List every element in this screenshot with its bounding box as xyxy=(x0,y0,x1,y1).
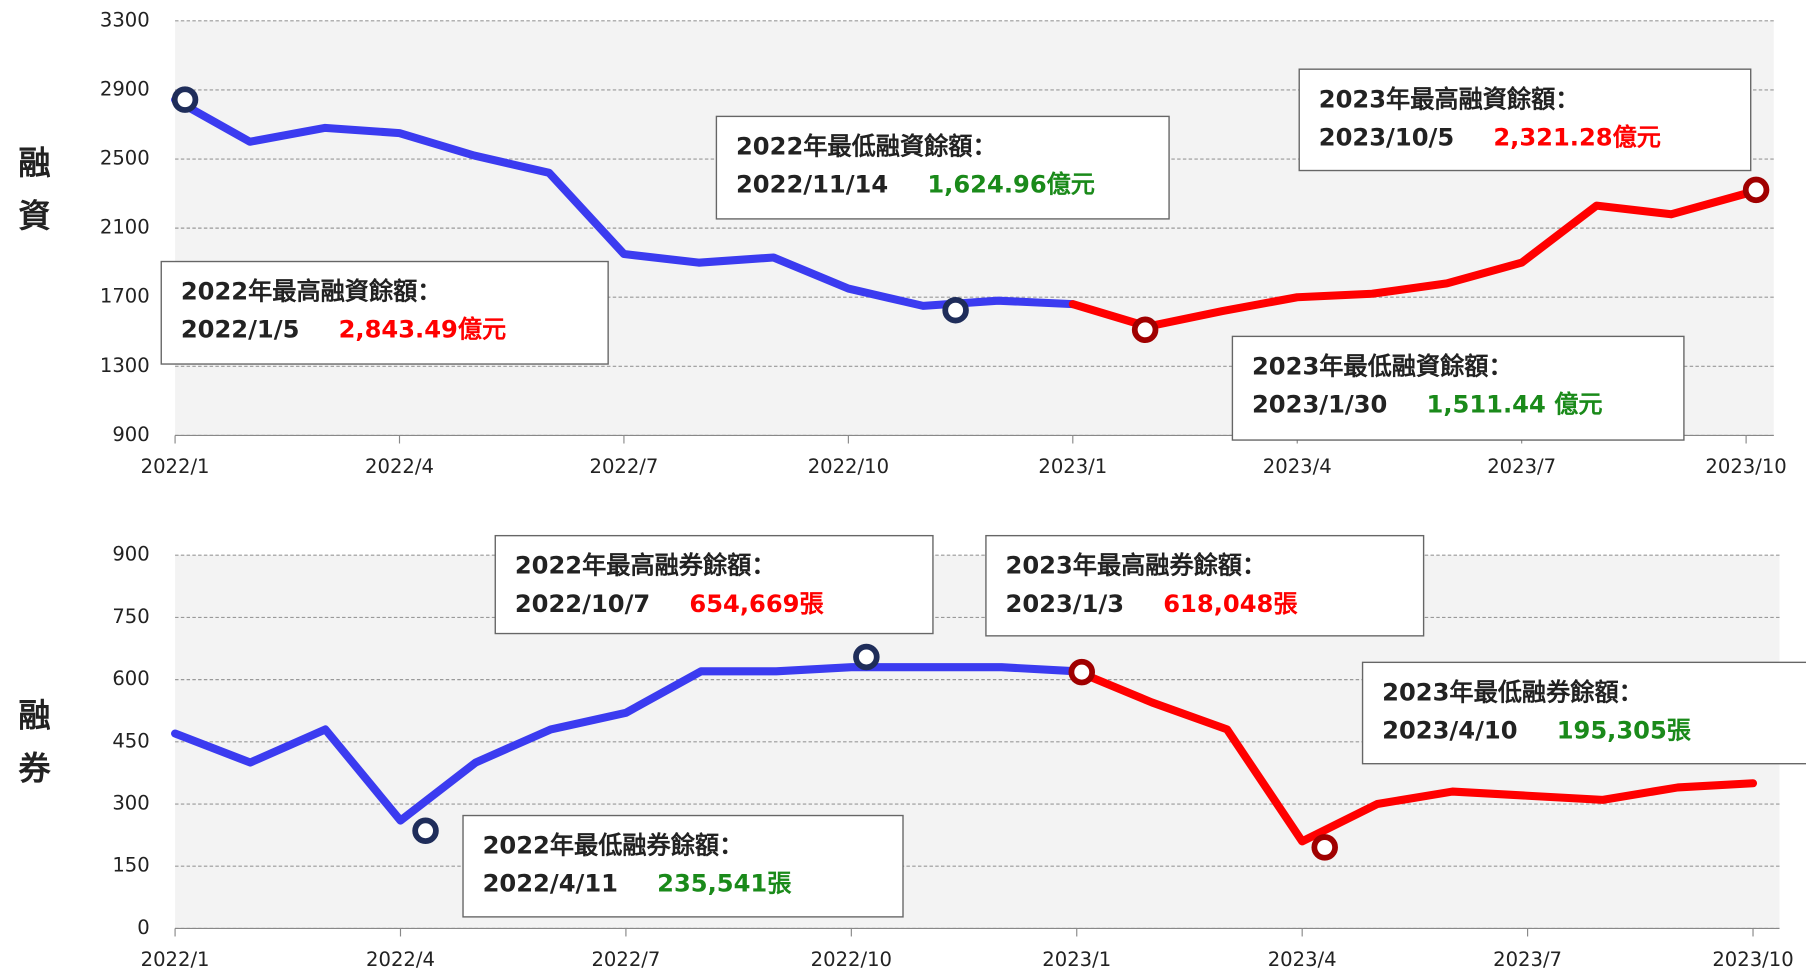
y-tick-label: 450 xyxy=(112,729,149,752)
y-tick-label: 3300 xyxy=(100,8,150,31)
annotation-amount: 2,843.49億元 xyxy=(339,316,507,344)
x-tick-label: 2022/4 xyxy=(366,948,435,971)
x-tick-label: 2022/1 xyxy=(141,948,210,971)
annotation-title: 2022年最高融資餘額： xyxy=(181,278,442,306)
annotation-box xyxy=(494,534,934,635)
x-tick-label: 2023/1 xyxy=(1038,455,1107,478)
annotation-amount: 2,321.28億元 xyxy=(1493,123,1661,151)
annotation-title: 2022年最高融券餘額： xyxy=(515,552,776,580)
annotation-title: 2023年最低融券餘額： xyxy=(1382,678,1643,706)
annotation-title: 2023年最低融資餘額： xyxy=(1252,352,1513,380)
annotation-date: 2022/10/7 xyxy=(515,590,650,618)
annotation-title: 2022年最低融資餘額： xyxy=(736,132,997,160)
x-tick-label: 2022/1 xyxy=(141,455,210,478)
line-series xyxy=(1068,189,1751,331)
annotation-amount: 654,669張 xyxy=(689,590,824,618)
y-axis-label: 融券 xyxy=(18,697,51,788)
annotation-box xyxy=(462,814,904,918)
y-axis-label-char: 資 xyxy=(18,197,50,235)
annotation-date: 2022/1/5 xyxy=(181,316,300,344)
x-tick-label: 2023/4 xyxy=(1268,948,1337,971)
y-tick-label: 900 xyxy=(112,543,149,566)
y-axis-label-char: 融 xyxy=(18,144,50,182)
y-tick-label: 600 xyxy=(112,667,149,690)
y-tick-label: 0 xyxy=(137,916,149,939)
annotation-date: 2023/4/10 xyxy=(1382,716,1517,744)
x-tick-label: 2022/10 xyxy=(811,948,892,971)
annotation-title: 2023年最高融資餘額： xyxy=(1319,85,1580,113)
annotation-title: 2022年最低融券餘額： xyxy=(483,832,744,860)
x-tick-label: 2023/1 xyxy=(1042,948,1111,971)
y-tick-label: 2500 xyxy=(100,147,150,170)
y-tick-label: 300 xyxy=(112,792,149,815)
annotation-box xyxy=(1361,661,1806,765)
annotation-amount: 618,048張 xyxy=(1163,590,1298,618)
annotation-marker xyxy=(412,817,439,844)
x-tick-label: 2023/7 xyxy=(1493,948,1562,971)
y-tick-label: 900 xyxy=(112,423,149,446)
y-tick-label: 1700 xyxy=(100,285,150,308)
y-tick-label: 2100 xyxy=(100,216,150,239)
x-tick-label: 2022/7 xyxy=(589,455,658,478)
y-axis-label-char: 融 xyxy=(18,697,50,735)
annotation-date: 2022/4/11 xyxy=(483,870,618,898)
annotation-title: 2023年最高融券餘額： xyxy=(1006,552,1267,580)
annotation-date: 2023/1/3 xyxy=(1006,590,1125,618)
x-tick-label: 2022/4 xyxy=(365,455,434,478)
annotation-marker xyxy=(1311,834,1338,861)
annotation-marker xyxy=(1742,176,1770,204)
annotation-box xyxy=(1231,335,1685,441)
line-series xyxy=(171,663,1081,825)
y-axis-label-char: 券 xyxy=(18,750,51,788)
y-tick-label: 750 xyxy=(112,605,149,628)
annotation-amount: 195,305張 xyxy=(1557,716,1692,744)
line-series xyxy=(171,95,1077,310)
y-tick-label: 1300 xyxy=(100,354,150,377)
annotation-marker xyxy=(1131,316,1159,344)
annotation-amount: 1,511.44 億元 xyxy=(1427,390,1603,418)
annotation-box xyxy=(715,115,1170,220)
x-tick-label: 2023/10 xyxy=(1712,948,1793,971)
annotation-marker xyxy=(171,86,199,113)
x-tick-label: 2022/10 xyxy=(808,455,889,478)
annotation-box xyxy=(1298,68,1752,172)
y-axis-label: 融資 xyxy=(18,144,50,235)
x-tick-label: 2022/7 xyxy=(591,948,660,971)
annotation-marker xyxy=(1068,658,1096,686)
annotation-box xyxy=(160,260,609,365)
annotation-date: 2023/1/30 xyxy=(1252,390,1387,418)
annotation-box xyxy=(985,534,1425,637)
x-tick-label: 2023/7 xyxy=(1487,455,1556,478)
annotation-date: 2022/11/14 xyxy=(736,171,888,199)
x-tick-label: 2023/4 xyxy=(1263,455,1332,478)
annotation-marker xyxy=(853,643,880,671)
x-tick-label: 2023/10 xyxy=(1705,455,1786,478)
annotation-amount: 235,541張 xyxy=(657,870,792,898)
annotation-marker xyxy=(942,296,969,324)
annotation-date: 2023/10/5 xyxy=(1319,123,1454,151)
line-series xyxy=(1072,667,1758,846)
y-tick-label: 150 xyxy=(112,854,149,877)
annotation-amount: 1,624.96億元 xyxy=(927,171,1095,199)
y-tick-label: 2900 xyxy=(100,77,150,100)
